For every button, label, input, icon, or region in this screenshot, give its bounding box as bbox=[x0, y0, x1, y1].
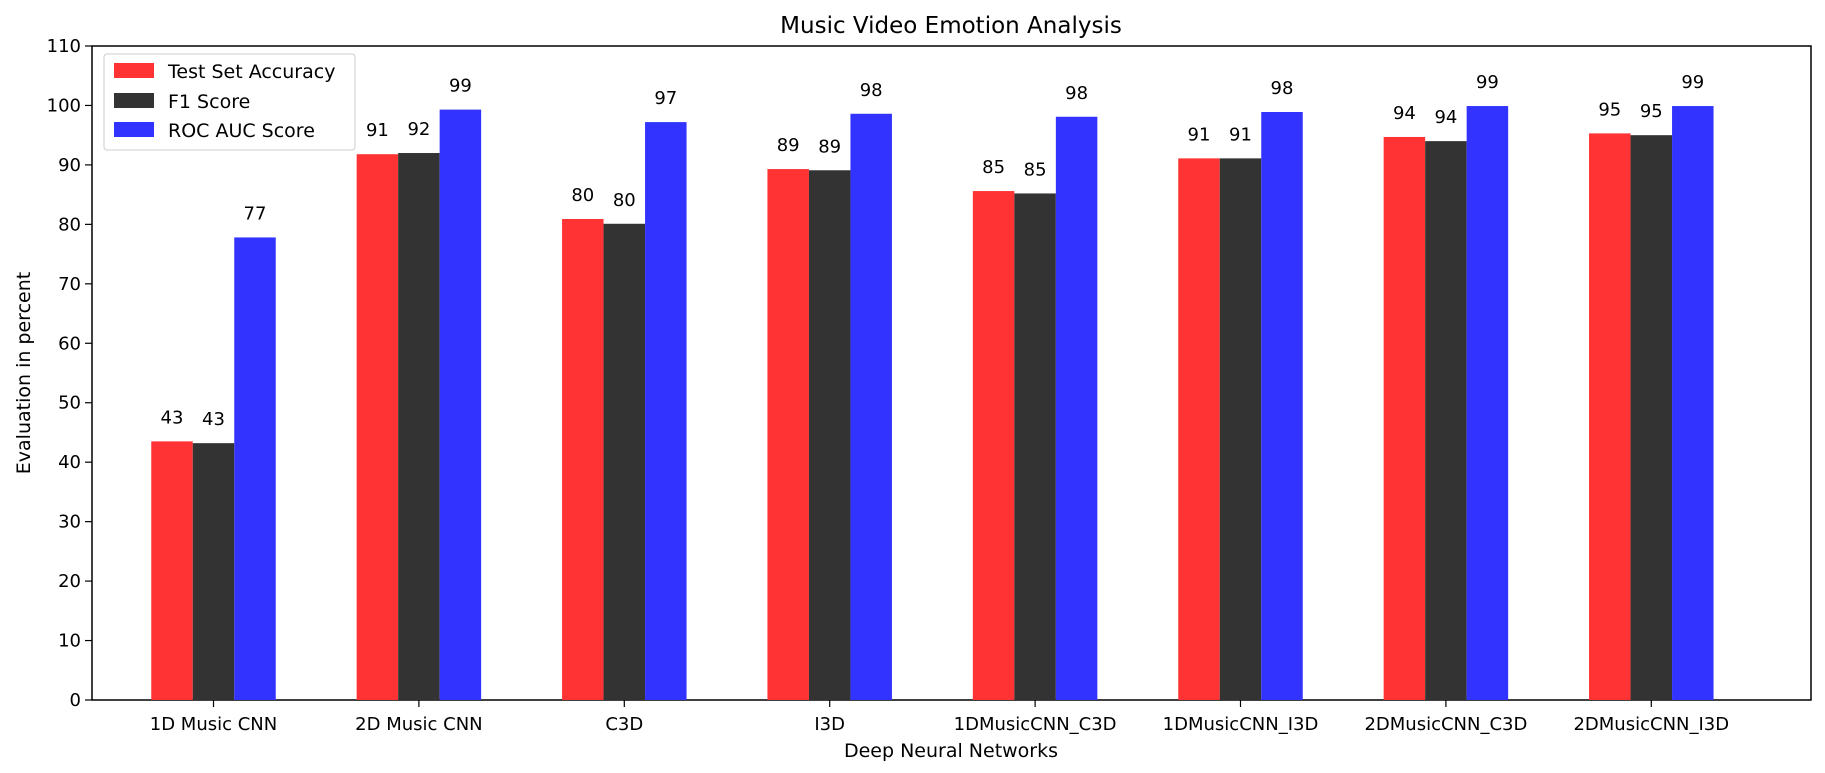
y-tick-label-20: 20 bbox=[58, 571, 81, 592]
x-tick-label-i3d: I3D bbox=[814, 714, 845, 735]
x-tick-label-1dmusiccnn-i3d: 1DMusicCNN_I3D bbox=[1163, 714, 1319, 735]
data-label-f1-score-2dmusiccnn-i3d: 95 bbox=[1640, 101, 1663, 122]
data-label-roc-auc-score-2d-music-cnn: 99 bbox=[449, 76, 472, 97]
y-tick-label-40: 40 bbox=[58, 452, 81, 473]
data-label-f1-score-2dmusiccnn-c3d: 94 bbox=[1434, 107, 1457, 128]
data-label-f1-score-2d-music-cnn: 92 bbox=[407, 119, 430, 140]
bar-roc-auc-score-1d-music-cnn bbox=[234, 237, 276, 700]
y-axis: 0 10 20 30 40 50 60 70 80 90 100 110 bbox=[47, 36, 92, 711]
data-label-test-set-accuracy-1dmusiccnn-c3d: 85 bbox=[982, 157, 1005, 178]
bar-test-set-accuracy-1d-music-cnn bbox=[151, 441, 193, 700]
legend-swatch-test-set-accuracy bbox=[114, 63, 154, 78]
data-label-test-set-accuracy-c3d: 80 bbox=[571, 185, 594, 206]
y-tick-label-10: 10 bbox=[58, 631, 81, 652]
data-label-test-set-accuracy-2d-music-cnn: 91 bbox=[366, 120, 389, 141]
bars bbox=[151, 106, 1714, 701]
bar-test-set-accuracy-2dmusiccnn-c3d bbox=[1383, 136, 1426, 700]
data-label-roc-auc-score-1dmusiccnn-c3d: 98 bbox=[1065, 83, 1088, 104]
y-tick-label-100: 100 bbox=[47, 95, 81, 116]
bar-f1-score-c3d bbox=[603, 223, 646, 700]
data-label-f1-score-c3d: 80 bbox=[613, 190, 636, 211]
bar-roc-auc-score-2dmusiccnn-i3d bbox=[1672, 106, 1714, 701]
data-label-test-set-accuracy-1dmusiccnn-i3d: 91 bbox=[1188, 124, 1211, 145]
bar-f1-score-1dmusiccnn-c3d bbox=[1014, 193, 1056, 700]
data-label-test-set-accuracy-1d-music-cnn: 43 bbox=[161, 407, 184, 428]
bar-f1-score-i3d bbox=[808, 170, 851, 700]
data-label-f1-score-1d-music-cnn: 43 bbox=[202, 409, 225, 430]
bar-f1-score-2dmusiccnn-i3d bbox=[1630, 135, 1673, 700]
bar-f1-score-2dmusiccnn-c3d bbox=[1425, 141, 1467, 701]
legend-swatch-roc-auc-score bbox=[114, 122, 154, 137]
y-tick-label-50: 50 bbox=[58, 393, 81, 414]
bar-f1-score-2d-music-cnn bbox=[398, 153, 440, 700]
x-axis-label: Deep Neural Networks bbox=[844, 740, 1058, 762]
legend-item-f1-score: F1 Score bbox=[114, 91, 250, 113]
data-label-roc-auc-score-1d-music-cnn: 77 bbox=[244, 203, 267, 224]
bar-test-set-accuracy-2d-music-cnn bbox=[356, 154, 399, 700]
legend-box bbox=[103, 53, 356, 151]
legend-label-f1-score: F1 Score bbox=[168, 91, 250, 113]
legend-item-roc-auc-score: ROC AUC Score bbox=[114, 120, 315, 142]
y-axis-label: Evaluation in percent bbox=[13, 272, 35, 474]
bar-roc-auc-score-1dmusiccnn-i3d bbox=[1261, 111, 1303, 700]
y-tick-label-80: 80 bbox=[58, 214, 81, 235]
data-label-roc-auc-score-1dmusiccnn-i3d: 98 bbox=[1271, 78, 1294, 99]
bar-roc-auc-score-1dmusiccnn-c3d bbox=[1055, 116, 1098, 700]
bar-roc-auc-score-2dmusiccnn-c3d bbox=[1466, 106, 1509, 701]
data-label-roc-auc-score-c3d: 97 bbox=[654, 88, 677, 109]
y-tick-label-30: 30 bbox=[58, 512, 81, 533]
data-labels: 43 43 77 91 92 99 80 80 97 89 89 98 85 85 98 91 91 98 94 94… bbox=[161, 72, 1705, 430]
bar-test-set-accuracy-2dmusiccnn-i3d bbox=[1589, 133, 1631, 700]
y-tick-label-60: 60 bbox=[58, 333, 81, 354]
data-label-f1-score-i3d: 89 bbox=[818, 136, 841, 157]
x-tick-label-1d-music-cnn: 1D Music CNN bbox=[150, 714, 277, 735]
bar-f1-score-1d-music-cnn bbox=[192, 443, 235, 700]
x-tick-label-2dmusiccnn-i3d: 2DMusicCNN_I3D bbox=[1573, 714, 1729, 735]
legend: Test Set Accuracy F1 Score ROC AUC Score bbox=[103, 53, 356, 151]
data-label-test-set-accuracy-i3d: 89 bbox=[777, 135, 800, 156]
y-tick-label-0: 0 bbox=[70, 690, 81, 711]
legend-swatch-f1-score bbox=[114, 93, 154, 108]
bar-test-set-accuracy-c3d bbox=[562, 219, 604, 700]
x-tick-label-2dmusiccnn-c3d: 2DMusicCNN_C3D bbox=[1364, 714, 1527, 735]
y-tick-label-70: 70 bbox=[58, 274, 81, 295]
y-tick-label-90: 90 bbox=[58, 155, 81, 176]
data-label-f1-score-1dmusiccnn-c3d: 85 bbox=[1024, 159, 1047, 180]
bar-roc-auc-score-2d-music-cnn bbox=[439, 109, 482, 701]
data-label-test-set-accuracy-2dmusiccnn-c3d: 94 bbox=[1393, 103, 1416, 124]
legend-label-roc-auc-score: ROC AUC Score bbox=[168, 120, 315, 142]
bar-roc-auc-score-i3d bbox=[850, 113, 892, 700]
x-axis: 1D Music CNN 2D Music CNN C3D I3D 1DMusicCNN… bbox=[150, 700, 1729, 735]
data-label-roc-auc-score-2dmusiccnn-i3d: 99 bbox=[1681, 72, 1704, 93]
x-tick-label-1dmusiccnn-c3d: 1DMusicCNN_C3D bbox=[954, 714, 1117, 735]
data-label-roc-auc-score-i3d: 98 bbox=[860, 80, 883, 101]
plot-area bbox=[91, 45, 1812, 701]
x-tick-label-2d-music-cnn: 2D Music CNN bbox=[355, 714, 482, 735]
data-label-f1-score-1dmusiccnn-i3d: 91 bbox=[1229, 124, 1252, 145]
legend-label-test-set-accuracy: Test Set Accuracy bbox=[167, 61, 335, 83]
bar-test-set-accuracy-i3d bbox=[767, 169, 809, 700]
data-label-roc-auc-score-2dmusiccnn-c3d: 99 bbox=[1476, 72, 1499, 93]
legend-item-test-set-accuracy: Test Set Accuracy bbox=[114, 61, 335, 83]
chart-title: Music Video Emotion Analysis bbox=[780, 13, 1122, 39]
bar-roc-auc-score-c3d bbox=[645, 122, 687, 701]
y-tick-label-110: 110 bbox=[47, 36, 81, 57]
bar-test-set-accuracy-1dmusiccnn-i3d bbox=[1178, 158, 1220, 701]
bar-test-set-accuracy-1dmusiccnn-c3d bbox=[972, 191, 1015, 700]
x-tick-label-c3d: C3D bbox=[605, 714, 643, 735]
bar-f1-score-1dmusiccnn-i3d bbox=[1219, 158, 1262, 701]
data-label-test-set-accuracy-2dmusiccnn-i3d: 95 bbox=[1598, 99, 1621, 120]
